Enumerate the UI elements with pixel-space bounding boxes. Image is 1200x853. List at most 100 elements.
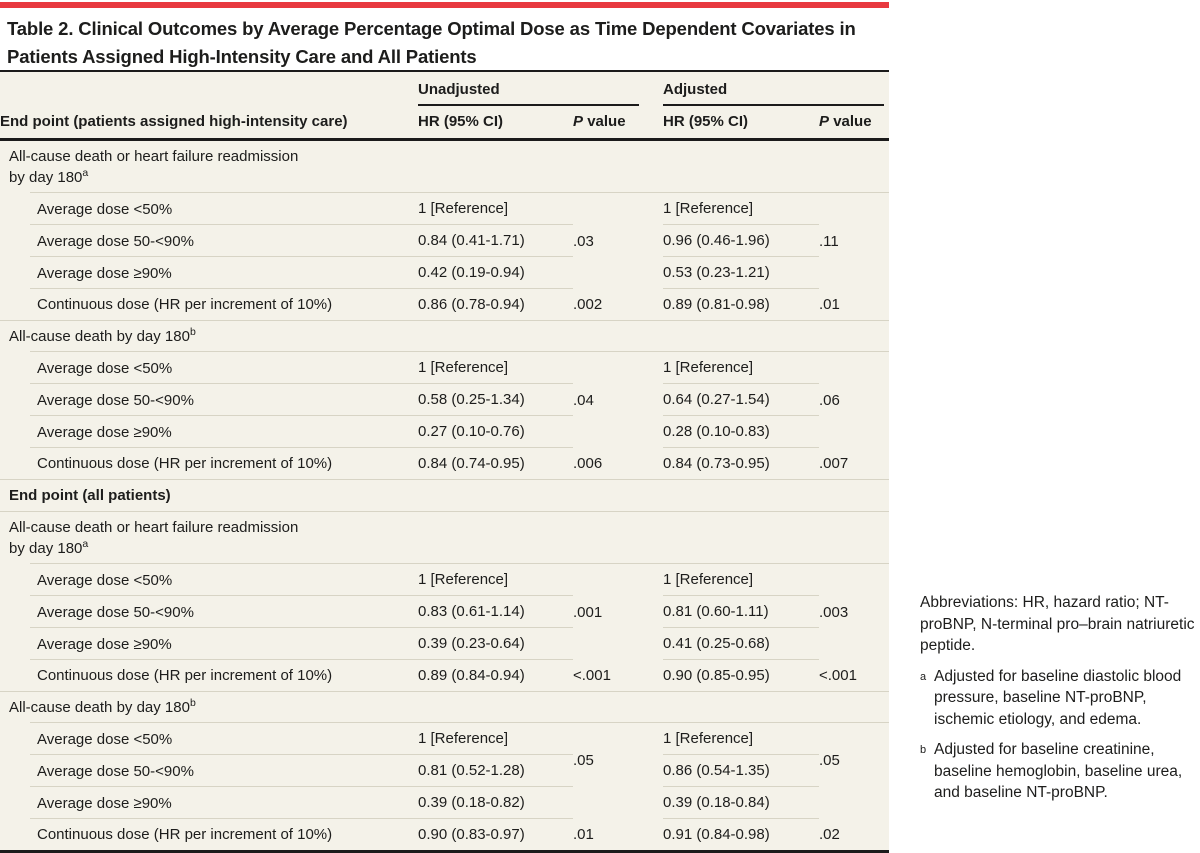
pvalue-unadjusted-cell: .03 bbox=[573, 232, 594, 250]
pvalue-unadjusted-cell: .006 bbox=[573, 448, 663, 480]
endpoint-cell: Average dose ≥90% bbox=[0, 416, 418, 448]
pvalue-adjusted-cell: .007 bbox=[819, 448, 890, 480]
endpoint-cell: Average dose 50-<90% bbox=[0, 225, 418, 257]
section-header-row: All-cause death or heart failure readmis… bbox=[0, 512, 890, 564]
hr-unadjusted-cell: 0.89 (0.84-0.94) bbox=[418, 660, 573, 692]
table-row: Average dose <50% 1 [Reference] .05 1 [R… bbox=[0, 723, 889, 769]
column-header-endpoint: End point (patients assigned high-intens… bbox=[0, 106, 418, 141]
section-header-line1: All-cause death or heart failure readmis… bbox=[9, 519, 299, 536]
section-header: All-cause death by day 180b bbox=[0, 692, 890, 723]
table-row: Average dose ≥90% 0.27 (0.10-0.76) 0.28 … bbox=[0, 416, 889, 448]
pvalue-unadjusted-cell: .002 bbox=[573, 289, 663, 321]
endpoint-cell: Average dose ≥90% bbox=[0, 787, 418, 819]
hr-adjusted-cell: 0.41 (0.25-0.68) bbox=[663, 628, 819, 660]
hr-adjusted-cell: 0.91 (0.84-0.98) bbox=[663, 819, 819, 853]
p-word: value bbox=[587, 113, 626, 130]
section-header-line2: by day 180 bbox=[9, 540, 83, 557]
hr-adjusted-cell: 0.53 (0.23-1.21) bbox=[663, 257, 819, 289]
hr-adjusted-cell: 1 [Reference] bbox=[663, 723, 819, 755]
pvalue-adjusted-cell: .02 bbox=[819, 819, 890, 853]
hr-unadjusted-cell: 0.58 (0.25-1.34) bbox=[418, 384, 573, 416]
hr-unadjusted-cell: 0.39 (0.23-0.64) bbox=[418, 628, 573, 660]
table-row: Average dose ≥90% 0.39 (0.18-0.82) 0.39 … bbox=[0, 787, 889, 819]
hr-unadjusted-cell: 0.84 (0.74-0.95) bbox=[418, 448, 573, 480]
hr-adjusted-cell: 0.84 (0.73-0.95) bbox=[663, 448, 819, 480]
section-header-row: All-cause death by day 180b bbox=[0, 692, 890, 723]
endpoint-cell: Continuous dose (HR per increment of 10%… bbox=[0, 289, 418, 321]
hr-unadjusted-cell: 1 [Reference] bbox=[418, 564, 573, 596]
hr-unadjusted-cell: 0.42 (0.19-0.94) bbox=[418, 257, 573, 289]
table-row: Average dose <50% 1 [Reference] .03 1 [R… bbox=[0, 193, 889, 250]
section-header-line2: All-cause death by day 180 bbox=[9, 699, 190, 716]
hr-unadjusted-cell: 0.90 (0.83-0.97) bbox=[418, 819, 573, 853]
section-header-line2: All-cause death by day 180 bbox=[9, 328, 190, 345]
hr-adjusted-cell: 1 [Reference] bbox=[663, 193, 819, 225]
outcomes-table: Unadjusted Adjusted End point (patients … bbox=[0, 70, 890, 853]
column-header-p-adjusted: P value bbox=[819, 106, 890, 141]
hr-unadjusted-cell: 0.27 (0.10-0.76) bbox=[418, 416, 573, 448]
column-header-hr-unadjusted: HR (95% CI) bbox=[418, 106, 573, 141]
endpoint-cell: Continuous dose (HR per increment of 10%… bbox=[0, 448, 418, 480]
section-header-line1: All-cause death or heart failure readmis… bbox=[9, 148, 299, 165]
p-symbol: P bbox=[573, 113, 584, 130]
pvalue-unadjusted-cell: .04 bbox=[573, 391, 594, 409]
p-symbol: P bbox=[819, 113, 830, 130]
endpoint-cell: Continuous dose (HR per increment of 10%… bbox=[0, 660, 418, 692]
hr-unadjusted-cell: 1 [Reference] bbox=[418, 193, 573, 225]
hr-unadjusted-cell: 1 [Reference] bbox=[418, 352, 573, 384]
footnote-ref: a bbox=[82, 167, 89, 179]
table-row: Average dose <50% 1 [Reference] .001 1 [… bbox=[0, 564, 889, 621]
p-word: value bbox=[833, 113, 872, 130]
table-row: Continuous dose (HR per increment of 10%… bbox=[0, 289, 890, 321]
table-row: Average dose 50-<90% 0.84 (0.41-1.71) 0.… bbox=[0, 225, 889, 257]
hr-adjusted-cell: 0.81 (0.60-1.11) bbox=[663, 596, 819, 628]
hr-unadjusted-cell: 0.81 (0.52-1.28) bbox=[418, 755, 573, 787]
hr-adjusted-cell: 0.89 (0.81-0.98) bbox=[663, 289, 819, 321]
pvalue-unadjusted-cell: <.001 bbox=[573, 660, 663, 692]
table-title: Table 2. Clinical Outcomes by Average Pe… bbox=[7, 18, 856, 67]
group-header-adjusted: Adjusted bbox=[663, 70, 890, 106]
footnote-b-text: Adjusted for baseline creatinine, baseli… bbox=[934, 741, 1183, 801]
table-row: Average dose 50-<90% 0.81 (0.52-1.28) 0.… bbox=[0, 755, 889, 787]
footnote-ref: a bbox=[82, 538, 89, 550]
endpoint-cell: Average dose ≥90% bbox=[0, 257, 418, 289]
endpoint-cell: Average dose <50% bbox=[0, 564, 418, 596]
section-divider-row: End point (all patients) bbox=[0, 480, 890, 512]
section-header: All-cause death by day 180b bbox=[0, 321, 890, 352]
section-header: All-cause death or heart failure readmis… bbox=[0, 141, 890, 193]
pvalue-adjusted-cell: .01 bbox=[819, 289, 890, 321]
hr-adjusted-cell: 1 [Reference] bbox=[663, 564, 819, 596]
footnote-b: b Adjusted for baseline creatinine, base… bbox=[920, 739, 1198, 804]
table-row: Average dose ≥90% 0.39 (0.23-0.64) 0.41 … bbox=[0, 628, 889, 660]
endpoint-cell: Average dose <50% bbox=[0, 352, 418, 384]
hr-adjusted-cell: 0.64 (0.27-1.54) bbox=[663, 384, 819, 416]
section-header-line2: by day 180 bbox=[9, 169, 83, 186]
pvalue-adjusted-cell: .003 bbox=[819, 603, 849, 621]
endpoint-cell: Continuous dose (HR per increment of 10%… bbox=[0, 819, 418, 853]
hr-unadjusted-cell: 0.83 (0.61-1.14) bbox=[418, 596, 573, 628]
group-header-unadjusted-label: Unadjusted bbox=[418, 80, 639, 106]
pvalue-adjusted-cell: .06 bbox=[819, 391, 840, 409]
footnote-b-marker: b bbox=[920, 744, 927, 756]
abbreviations-note: Abbreviations: HR, hazard ratio; NT-proB… bbox=[920, 594, 1195, 654]
pvalue-unadjusted-cell: .001 bbox=[573, 603, 603, 621]
column-header-row: End point (patients assigned high-intens… bbox=[0, 106, 890, 141]
hr-unadjusted-cell: 0.39 (0.18-0.82) bbox=[418, 787, 573, 819]
endpoint-cell: Average dose 50-<90% bbox=[0, 384, 418, 416]
footnote-ref: b bbox=[189, 697, 196, 709]
table-row: Average dose ≥90% 0.42 (0.19-0.94) 0.53 … bbox=[0, 257, 889, 289]
section-header: All-cause death or heart failure readmis… bbox=[0, 512, 890, 564]
footnote-a-text: Adjusted for baseline diastolic blood pr… bbox=[934, 667, 1182, 728]
footnotes-block: Abbreviations: HR, hazard ratio; NT-proB… bbox=[920, 592, 1198, 813]
hr-adjusted-cell: 0.90 (0.85-0.95) bbox=[663, 660, 819, 692]
hr-unadjusted-cell: 0.84 (0.41-1.71) bbox=[418, 225, 573, 257]
hr-unadjusted-cell: 0.86 (0.78-0.94) bbox=[418, 289, 573, 321]
section-header-row: All-cause death or heart failure readmis… bbox=[0, 141, 890, 193]
footnote-a-marker: a bbox=[920, 670, 927, 683]
table-row: Average dose <50% 1 [Reference] .04 1 [R… bbox=[0, 352, 889, 409]
hr-adjusted-cell: 1 [Reference] bbox=[663, 352, 819, 384]
hr-unadjusted-cell: 1 [Reference] bbox=[418, 723, 573, 755]
column-header-p-unadjusted: P value bbox=[573, 106, 663, 141]
section-header-row: All-cause death by day 180b bbox=[0, 321, 890, 352]
endpoint-cell: Average dose <50% bbox=[0, 723, 418, 755]
